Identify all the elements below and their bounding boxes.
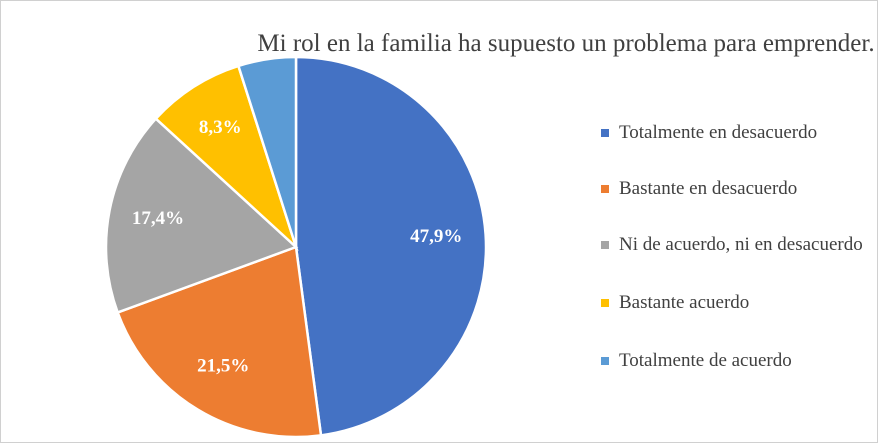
legend-item: Totalmente de acuerdo xyxy=(601,347,878,374)
legend-label: Totalmente en desacuerdo xyxy=(619,122,818,143)
legend-label: Totalmente de acuerdo xyxy=(619,350,792,371)
legend-swatch xyxy=(601,129,609,137)
legend-label: Bastante en desacuerdo xyxy=(619,178,798,199)
pie-slice xyxy=(154,64,299,252)
legend-swatch xyxy=(601,357,609,365)
chart-title: Mi rol en la familia ha supuesto un prob… xyxy=(257,30,875,57)
legend-swatch xyxy=(601,185,609,193)
pie-slice xyxy=(236,55,298,248)
legend-label: Bastante acuerdo xyxy=(619,292,750,313)
data-label: 47,9% xyxy=(410,226,462,247)
legend-item: Ni de acuerdo, ni en desacuerdo xyxy=(601,231,878,258)
legend-swatch xyxy=(601,241,609,249)
legend-item: Bastante en desacuerdo xyxy=(601,175,878,202)
data-label: 4,9% xyxy=(242,25,285,46)
data-label: 17,4% xyxy=(132,208,184,229)
pie-slice xyxy=(104,116,299,315)
legend-item: Totalmente en desacuerdo xyxy=(601,119,878,146)
legend-item: Bastante acuerdo xyxy=(601,289,878,316)
data-label: 21,5% xyxy=(197,356,249,377)
legend-label: Ni de acuerdo, ni en desacuerdo xyxy=(619,234,863,255)
legend-swatch xyxy=(601,299,609,307)
data-label: 8,3% xyxy=(199,117,242,138)
pie-slice xyxy=(294,55,488,437)
